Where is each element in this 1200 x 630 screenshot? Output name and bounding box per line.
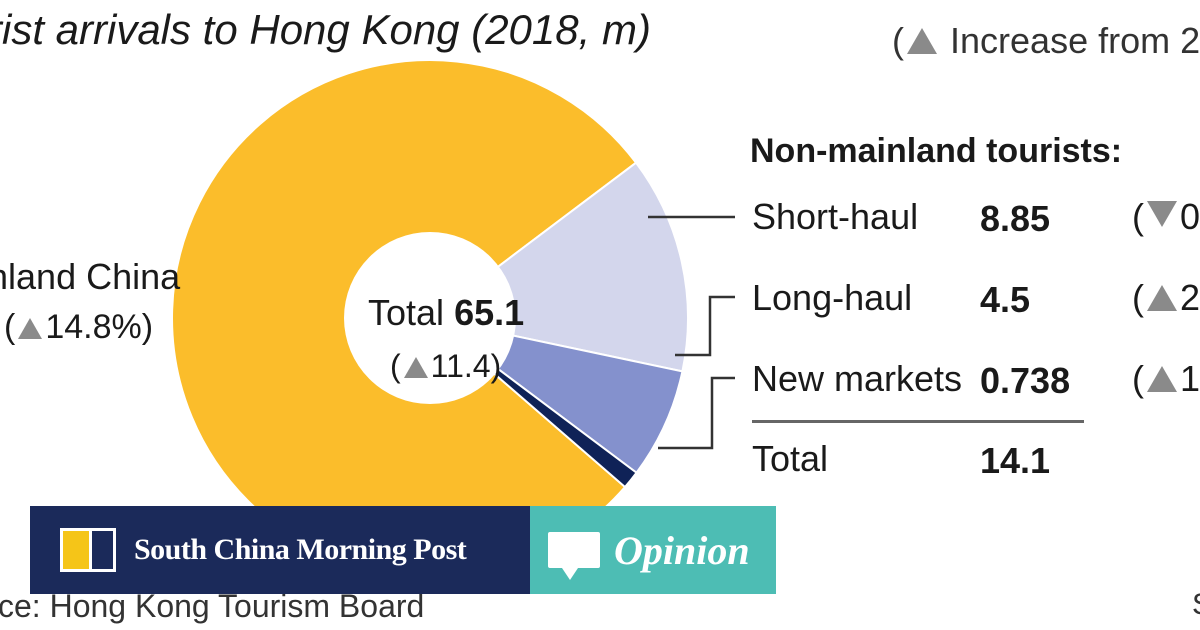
leader-new-markets [658, 376, 735, 450]
donut-hole [344, 232, 516, 404]
up-triangle-icon [18, 318, 43, 339]
row-new-markets-change-value: 1. [1180, 358, 1200, 399]
publisher-banner[interactable]: South China Morning Post Opinion [30, 506, 776, 594]
up-triangle-icon [403, 357, 428, 378]
logo-navy-block [92, 531, 113, 569]
row-short-haul-change-value: 0 [1180, 196, 1200, 237]
edge-letter: S [1192, 588, 1200, 622]
leader-lines [648, 215, 735, 450]
logo-yellow-block [63, 531, 92, 569]
row-long-haul-value: 4.5 [980, 279, 1031, 320]
center-change: (11.4) [390, 348, 502, 384]
row-total-value: 14.1 [980, 440, 1051, 481]
row-long-haul-label: Long-haul [752, 277, 913, 318]
row-short-haul-value: 8.85 [980, 198, 1051, 239]
up-triangle-icon [1147, 366, 1177, 392]
legend: ( Increase from 2 [892, 20, 1200, 61]
center-total-value: 65.1 [454, 292, 525, 333]
row-new-markets-change: (1. [1132, 358, 1200, 400]
total-divider [752, 420, 1084, 423]
mainland-change: (14.8%) [4, 308, 154, 346]
down-triangle-icon [1147, 201, 1177, 227]
row-long-haul-change: (2 [1132, 277, 1200, 318]
source-note: ce: Hong Kong Tourism Board [0, 588, 425, 624]
row-total-label: Total [752, 438, 829, 479]
leader-long-haul [675, 295, 735, 357]
up-triangle-icon [907, 28, 937, 54]
row-short-haul-change: (0 [1132, 196, 1200, 237]
speech-bubble-icon [548, 532, 600, 580]
non-mainland-heading: Non-mainland tourists: [750, 132, 1123, 170]
row-long-haul-change-value: 2 [1180, 277, 1200, 318]
chart-title: rist arrivals to Hong Kong (2018, m) [0, 6, 651, 53]
opinion-block[interactable]: Opinion [530, 506, 776, 594]
row-short-haul-label: Short-haul [752, 196, 919, 237]
center-total: Total 65.1 [368, 292, 524, 334]
mainland-change-value: 14.8% [45, 308, 142, 346]
legend-text: Increase from 2 [950, 20, 1200, 61]
mainland-label: nland China [0, 256, 181, 297]
center-change-value: 11.4 [430, 348, 491, 384]
up-triangle-icon [1147, 285, 1177, 311]
opinion-label: Opinion [614, 527, 750, 573]
brand-name: South China Morning Post [134, 533, 467, 566]
donut-chart [171, 59, 689, 577]
center-total-label: Total [368, 292, 445, 333]
row-new-markets-value: 0.738 [980, 360, 1071, 401]
brand-block[interactable]: South China Morning Post [30, 506, 530, 594]
row-new-markets-label: New markets [752, 358, 963, 399]
scmp-logo-icon [60, 528, 116, 572]
